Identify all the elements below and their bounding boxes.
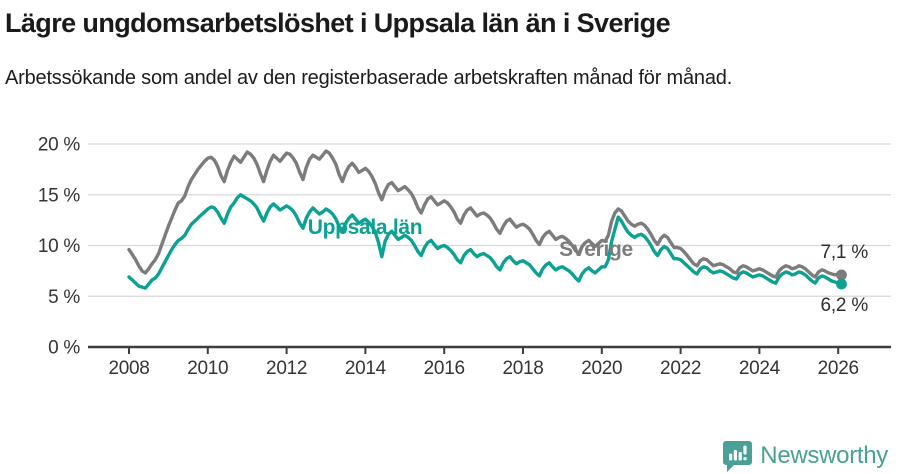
y-tick-label: 10 % xyxy=(38,236,81,257)
x-tick-label: 2012 xyxy=(266,358,307,379)
bar-chart-glyph xyxy=(729,445,747,461)
unemployment-line-chart: 0 % 5 % 10 % 15 % 20 % 2008 2010 2012 2014 2016 20… xyxy=(38,135,891,379)
x-tick-label: 2014 xyxy=(345,358,387,379)
annotation-layer: 7,1 % 6,2 % Uppsala län Sverige xyxy=(308,216,869,316)
x-tick-label: 2016 xyxy=(424,358,465,379)
x-tick-label: 2024 xyxy=(739,358,781,379)
x-tick-label: 2022 xyxy=(660,358,701,379)
series-layer xyxy=(127,149,847,290)
y-tick-label: 15 % xyxy=(38,185,81,206)
end-value-label-uppsala-län: 6,2 % xyxy=(820,295,868,316)
line-sverige xyxy=(127,149,844,279)
newsworthy-wordmark: Newsworthy xyxy=(760,442,888,469)
x-tick-label: 2008 xyxy=(108,358,149,379)
line-uppsala-län xyxy=(127,193,844,290)
axis-layer: 0 % 5 % 10 % 15 % 20 % 2008 2010 2012 2014 2016 20… xyxy=(38,135,891,379)
series-label-sverige: Sverige xyxy=(559,238,633,261)
x-tick-label: 2010 xyxy=(187,358,228,379)
end-dot-uppsala-län xyxy=(836,278,847,290)
series-label-uppsala-lan: Uppsala län xyxy=(308,216,423,239)
end-dot-sverige xyxy=(836,269,847,281)
x-tick-label: 2020 xyxy=(581,358,622,379)
newsworthy-logo: Newsworthy xyxy=(722,440,888,472)
page-title: Lägre ungdomsarbetslöshet i Uppsala län … xyxy=(5,8,671,38)
grid-layer xyxy=(88,143,891,297)
bar-chart-speech-bubble-icon xyxy=(723,441,753,472)
x-tick-label: 2018 xyxy=(502,358,543,379)
y-tick-label: 5 % xyxy=(48,287,80,308)
y-tick-label: 20 % xyxy=(38,135,81,156)
chart-subtitle: Arbetssökande som andel av den registerb… xyxy=(5,67,733,89)
end-value-label-sverige: 7,1 % xyxy=(820,242,868,263)
speech-bubble-shape xyxy=(723,441,753,472)
y-tick-label: 0 % xyxy=(48,338,80,359)
x-tick-label: 2026 xyxy=(818,358,859,379)
